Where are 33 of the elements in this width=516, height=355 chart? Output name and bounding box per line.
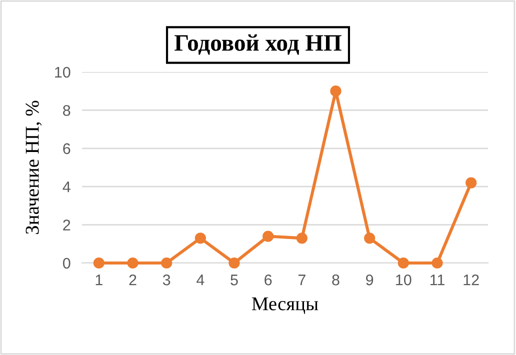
x-tick-label: 1	[96, 274, 102, 286]
y-axis-title: Значение НП, %	[26, 100, 42, 234]
point	[127, 257, 138, 269]
y-tick-label: 10	[55, 66, 70, 78]
point	[262, 230, 274, 242]
point	[398, 257, 409, 269]
x-tick-label: 9	[366, 274, 374, 286]
x-tick-label: 7	[298, 274, 306, 286]
point	[228, 257, 240, 269]
y-tick-label: 2	[63, 220, 70, 230]
y-tick-label: 8	[63, 105, 70, 116]
point	[161, 257, 172, 269]
point	[296, 232, 308, 244]
point	[330, 86, 342, 97]
x-tick-label: 5	[230, 274, 238, 286]
point	[466, 177, 477, 188]
x-tick-label: 10	[396, 274, 412, 286]
y-tick-label: 4	[62, 182, 70, 192]
x-tick-label: 11	[430, 274, 444, 286]
x-tick-label: 6	[264, 274, 272, 286]
x-axis-title: Месяцы	[252, 297, 318, 314]
x-tick-label: 2	[129, 274, 136, 286]
y-tick-label: 0	[62, 258, 70, 269]
x-tick-label: 12	[464, 274, 479, 286]
x-tick-label: 3	[162, 274, 170, 286]
point	[364, 232, 376, 244]
x-tick-label: 4	[196, 274, 204, 286]
chart-title: Годовой ход НП	[174, 34, 342, 55]
y-tick-label: 6	[63, 143, 70, 154]
point	[93, 257, 104, 269]
point	[194, 232, 206, 244]
x-tick-label: 8	[332, 274, 340, 286]
point	[432, 257, 443, 269]
